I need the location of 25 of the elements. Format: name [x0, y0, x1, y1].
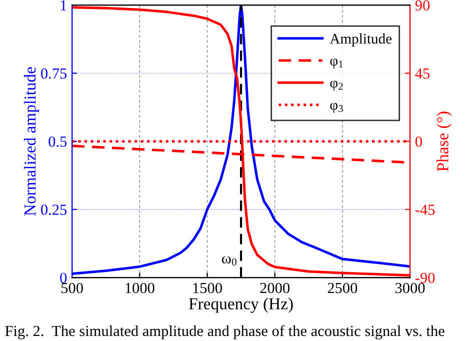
y-tick-label: 1 [60, 0, 66, 10]
x-tick-label: 1500 [193, 282, 222, 294]
legend-label: φ$_{3}$ [330, 102, 343, 113]
x-tick-label: 2500 [328, 282, 358, 294]
y2-axis-title: Phase (°) [436, 112, 452, 172]
legend-label: φ$_{1}$ [330, 58, 343, 69]
y2-tick-label: 90 [415, 0, 430, 11]
y-tick-label: 0.25 [41, 204, 67, 215]
x-tick-label: 1000 [126, 282, 154, 294]
y2-tick-label: -45 [415, 204, 435, 215]
y2-tick-label: -90 [415, 272, 435, 284]
x-tick-label: 500 [61, 282, 83, 294]
y2-tick-label: 45 [415, 68, 430, 79]
legend-label: φ$_{2}$ [330, 80, 343, 91]
x-tick-label: 3000 [395, 282, 425, 294]
y-tick-label: 0.5 [48, 136, 67, 147]
x-tick-label: 2000 [260, 282, 290, 294]
x-axis-title: Frequency (Hz) [188, 298, 293, 313]
y-tick-label: 0.75 [41, 68, 67, 79]
legend-label: Amplitude [330, 33, 392, 47]
y-axis-title: Normalized amplitude [24, 67, 40, 216]
y-tick-label: 0 [60, 272, 67, 284]
caption: Fig. 2. The simulated amplitude and phase of the acoustic signal vs. the [5, 325, 444, 340]
ref-line-label: ω$_{0}$ [222, 256, 236, 266]
y2-tick-label: 0 [415, 136, 422, 147]
